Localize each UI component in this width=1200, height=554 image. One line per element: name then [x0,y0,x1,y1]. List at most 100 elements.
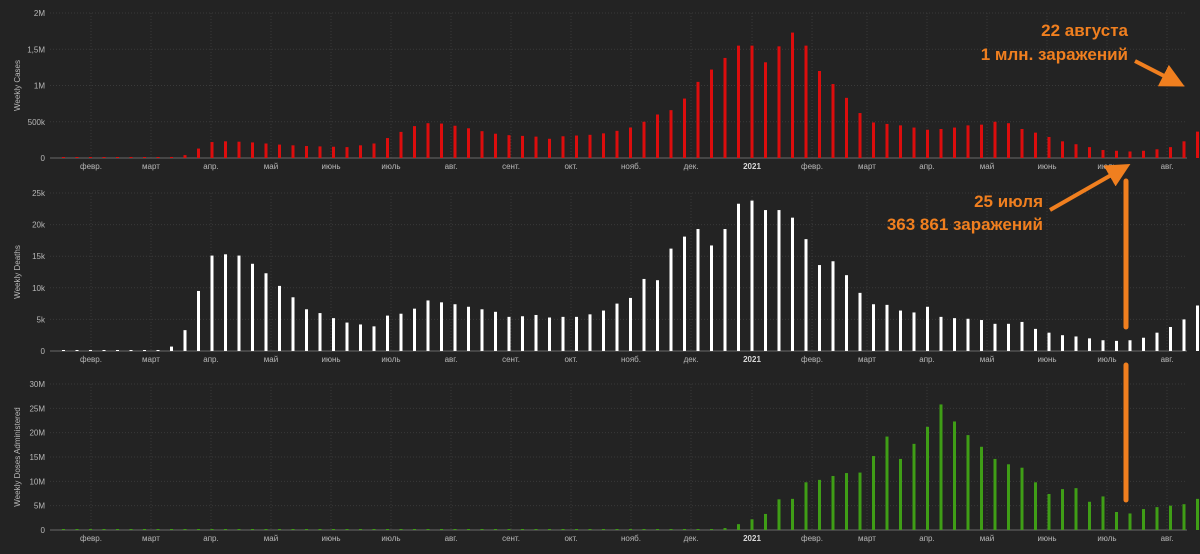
chart-panel-2: 0 5k 10k 15k 20k 25k февр. март апр. май июнь июль а… [13,189,1199,364]
bar [1196,305,1199,351]
bar [521,316,524,351]
bar [1115,511,1118,530]
bar [912,312,916,351]
bar [656,529,659,530]
y-tick-label: 5M [34,502,45,511]
bar [75,157,79,158]
x-tick-label: окт. [564,355,577,364]
y-tick-label: 0 [41,526,46,535]
bar [278,529,281,530]
y-tick-label: 1,5M [27,45,45,54]
y-tick-label: 15k [32,252,46,261]
bar [75,350,79,351]
bar [1155,149,1159,158]
bar [1020,467,1024,530]
bar [926,426,929,530]
x-tick-label: март [858,355,876,364]
bar [872,122,875,158]
bar [534,529,538,530]
bar [170,157,173,158]
bar [669,529,673,530]
bar [1142,509,1145,530]
bar [737,524,740,530]
y-tick-label: 2M [34,9,45,18]
bar [980,124,983,158]
bar [521,135,524,158]
bar [1196,131,1199,158]
bar [1074,144,1078,158]
annotation-middle-arrow [1049,164,1131,212]
bar [467,306,470,351]
bar [264,529,268,530]
x-tick-label: сент. [502,162,520,171]
bar [777,210,781,351]
bar [588,314,592,351]
bar [993,458,997,530]
bar [1155,332,1159,351]
bar [480,529,484,530]
bar [710,69,713,158]
bar [345,322,349,351]
bar [791,217,794,351]
bar [359,529,362,530]
x-tick-label: сент. [502,534,520,543]
x-tick-label: март [142,534,160,543]
bar [507,529,511,530]
bar [750,519,754,530]
bar [764,513,767,530]
bar [939,129,943,158]
bar [872,304,875,351]
bar [858,472,862,530]
bar [629,529,632,530]
bar [89,529,92,530]
x-tick-label: дек. [684,534,699,543]
bar [305,146,308,158]
bar [980,446,983,530]
bar [845,275,848,351]
bar [143,157,146,158]
bar [143,350,146,351]
bar [467,529,470,530]
bar [966,125,970,158]
x-tick-label: нояб. [621,162,641,171]
bar [953,127,956,158]
bar [1155,507,1159,530]
x-tick-label: июнь [1037,355,1056,364]
bar [1047,136,1051,158]
bar [548,138,551,158]
x-tick-label: авг. [445,355,458,364]
bar [710,245,713,351]
bar [399,529,403,530]
bar [426,300,430,351]
x-tick-label: окт. [564,162,577,171]
annotation-middle-line1: 25 июля [974,192,1043,211]
bar [831,84,835,158]
bar [1020,321,1024,351]
bar [278,285,281,351]
bar [912,443,916,530]
x-tick-label: февр. [801,355,823,364]
bar [521,529,524,530]
bar [629,297,632,351]
y-axis-title: Weekly Doses Administered [13,407,22,506]
bar [1142,337,1145,351]
y-tick-label: 15M [29,453,45,462]
bar [1047,493,1051,530]
bar [1061,335,1064,351]
x-tick-label: май [264,162,278,171]
bar [62,350,65,351]
bar [372,529,376,530]
bar [1020,129,1024,158]
bar [858,292,862,351]
y-tick-label: 500k [28,118,46,127]
bar [440,123,443,158]
bar [116,529,119,530]
y-tick-label: 25M [29,404,45,413]
bar [183,330,187,351]
bar [818,71,821,158]
bar [453,304,457,351]
bar [737,203,740,351]
bar [885,304,889,351]
bar [291,529,295,530]
